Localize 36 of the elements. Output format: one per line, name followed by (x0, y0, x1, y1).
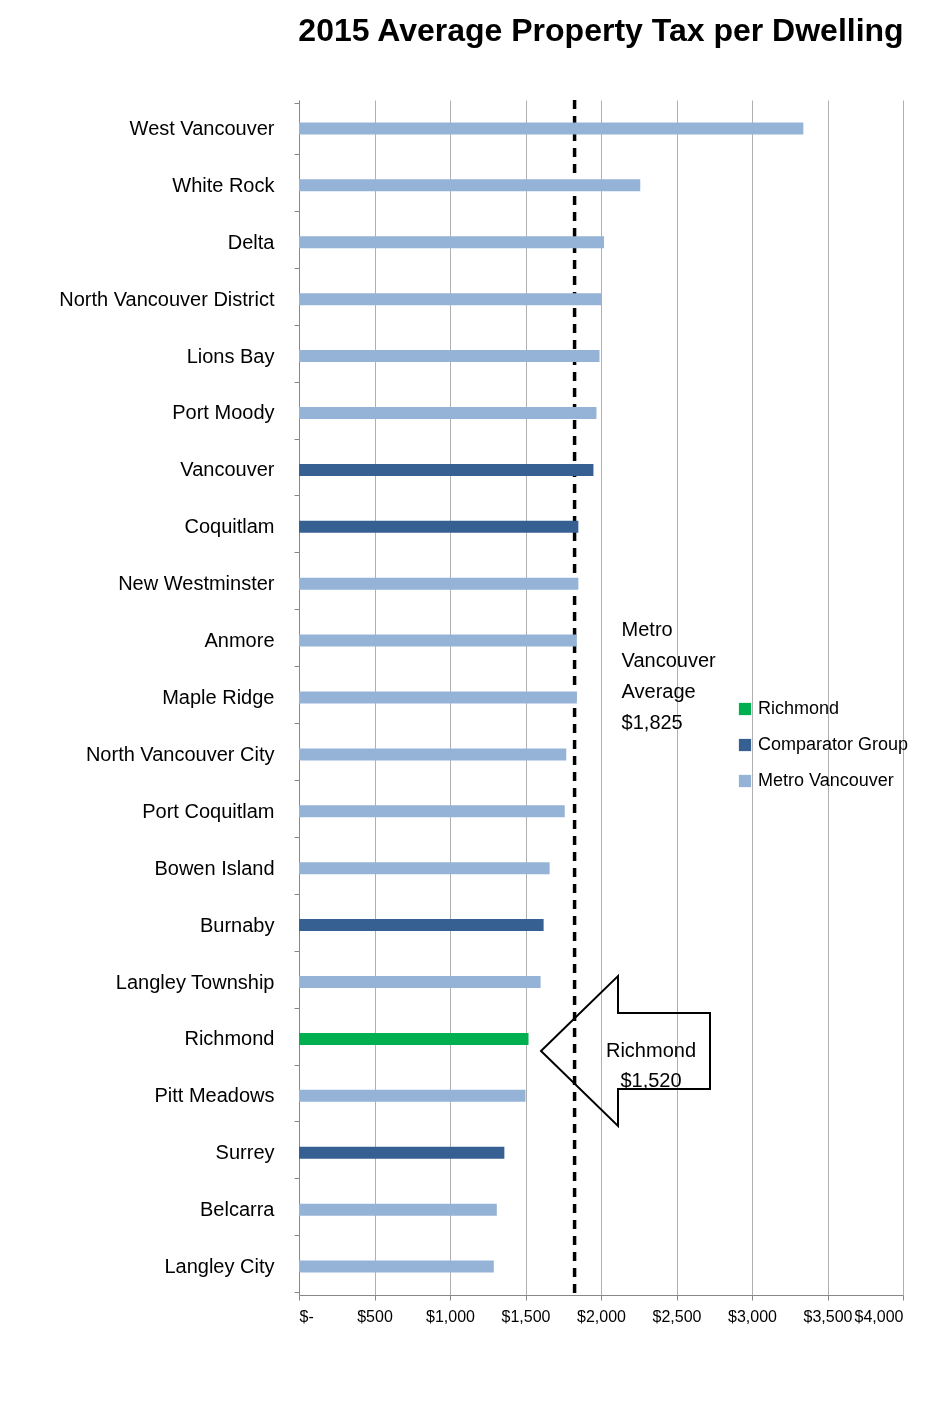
y-tick-label: Bowen Island (154, 856, 275, 879)
y-tick-label: White Rock (172, 173, 276, 196)
x-tick-label: $2,500 (652, 1307, 702, 1325)
y-tick-label: Richmond (184, 1027, 275, 1050)
y-tick-label: Langley Township (115, 970, 275, 993)
y-tick-label: Maple Ridge (162, 686, 275, 708)
y-tick-label: Langley City (164, 1255, 275, 1278)
y-tick-label: North Vancouver City (85, 742, 275, 765)
y-tick-label: Anmore (204, 629, 275, 652)
legend-label: Richmond (758, 698, 840, 718)
x-tick-label: $1,000 (426, 1307, 476, 1325)
x-tick-label: $- (299, 1307, 314, 1325)
y-tick-label: Delta (227, 230, 276, 253)
y-tick-label: Port Moody (172, 401, 275, 424)
y-tick-label: Vancouver (180, 458, 275, 481)
y-tick-label: Lions Bay (186, 344, 275, 367)
y-tick-label: Port Coquitlam (142, 799, 275, 822)
legend-label: Metro Vancouver (758, 770, 894, 790)
y-tick-label: Pitt Meadows (154, 1084, 275, 1107)
y-tick-label: Belcarra (200, 1198, 276, 1221)
x-tick-label: $4,000 (854, 1307, 904, 1325)
y-tick-label: Coquitlam (184, 515, 275, 538)
legend-label: Comparator Group (758, 734, 909, 754)
x-tick-label: $2,000 (577, 1307, 627, 1325)
x-tick-label: $3,500 (803, 1307, 853, 1325)
y-tick-label: Burnaby (200, 913, 275, 936)
x-tick-label: $3,000 (728, 1307, 778, 1325)
chart-title: 2015 Average Property Tax per Dwelling (298, 12, 904, 48)
y-tick-label: West Vancouver (129, 116, 275, 139)
x-tick-label: $500 (357, 1307, 393, 1325)
y-tick-label: Surrey (215, 1141, 275, 1164)
ref-line-label: Metro Vancouver Average $1,825 (621, 618, 717, 733)
x-tick-label: $1,500 (501, 1307, 551, 1325)
y-tick-label: New Westminster (118, 572, 275, 595)
y-tick-label: North Vancouver District (59, 287, 275, 310)
annotation: Richmond $1,520 (605, 1039, 697, 1091)
